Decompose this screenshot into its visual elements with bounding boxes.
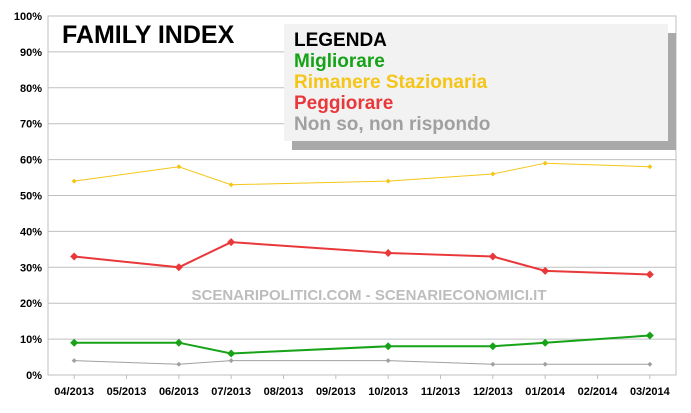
- data-point: [384, 342, 393, 351]
- x-axis-ticks: 04/2013 05/2013 06/2013 07/2013 08/2013 09/20…: [54, 375, 671, 398]
- data-point: [384, 248, 393, 257]
- data-point: [227, 238, 236, 247]
- y-tick-label: 0%: [26, 370, 42, 382]
- data-point: [542, 160, 548, 166]
- x-tick-label: 01/2014: [525, 386, 566, 398]
- data-point: [71, 178, 77, 184]
- data-point: [227, 349, 236, 358]
- data-point: [645, 331, 654, 340]
- y-tick-label: 50%: [20, 191, 42, 203]
- data-point: [647, 361, 653, 367]
- x-tick-label: 10/2013: [368, 386, 408, 398]
- x-tick-label: 09/2013: [316, 386, 356, 398]
- data-point: [228, 358, 234, 364]
- x-tick-label: 12/2013: [473, 386, 513, 398]
- legend-item: Peggiorare: [294, 93, 393, 114]
- x-tick-label: 11/2013: [421, 386, 460, 398]
- data-point: [385, 178, 391, 184]
- data-point: [228, 182, 234, 188]
- series-peggiorare: [70, 238, 654, 279]
- watermark: SCENARIPOLITICI.COM - SCENARIECONOMICI.I…: [191, 287, 546, 304]
- x-tick-label: 06/2013: [159, 386, 199, 398]
- data-point: [70, 338, 79, 347]
- y-tick-label: 20%: [20, 298, 42, 310]
- x-tick-label: 08/2013: [264, 386, 304, 398]
- x-tick-label: 03/2014: [630, 386, 671, 398]
- legend-box: [284, 24, 668, 141]
- data-point: [176, 164, 182, 170]
- data-point: [488, 252, 497, 261]
- y-tick-label: 100%: [14, 11, 42, 23]
- data-point: [542, 361, 548, 367]
- data-point: [647, 164, 653, 170]
- data-point: [70, 252, 79, 261]
- data-point: [490, 361, 496, 367]
- y-axis-ticks: 0% 10% 20% 30% 40% 50% 60% 70% 80% 90% 100%: [14, 11, 42, 382]
- legend-item: Migliorare: [294, 51, 385, 72]
- x-tick-label: 04/2013: [54, 386, 94, 398]
- y-tick-label: 80%: [20, 83, 42, 95]
- y-tick-label: 40%: [20, 226, 42, 238]
- x-tick-label: 07/2013: [211, 386, 251, 398]
- series-non-so-non-rispondo: [71, 358, 653, 367]
- x-tick-label: 05/2013: [107, 386, 147, 398]
- legend-item: Non so, non rispondo: [294, 114, 490, 135]
- series-lines: [70, 160, 654, 367]
- data-point: [645, 270, 654, 279]
- x-tick-label: 02/2014: [578, 386, 619, 398]
- data-point: [541, 338, 550, 347]
- data-point: [174, 263, 183, 272]
- data-point: [488, 342, 497, 351]
- series-rimanere-stazionaria: [71, 160, 653, 188]
- data-point: [174, 338, 183, 347]
- y-tick-label: 10%: [20, 334, 42, 346]
- y-tick-label: 30%: [20, 262, 42, 274]
- data-point: [541, 266, 550, 275]
- data-point: [490, 171, 496, 177]
- legend-item: Rimanere Stazionaria: [294, 72, 488, 93]
- data-point: [176, 361, 182, 367]
- y-tick-label: 70%: [20, 119, 42, 131]
- data-point: [385, 358, 391, 364]
- chart-title: FAMILY INDEX: [62, 21, 235, 49]
- series-migliorare: [70, 331, 654, 358]
- y-tick-label: 90%: [20, 47, 42, 59]
- legend-title: LEGENDA: [294, 30, 387, 51]
- y-tick-label: 60%: [20, 155, 42, 167]
- data-point: [71, 358, 77, 364]
